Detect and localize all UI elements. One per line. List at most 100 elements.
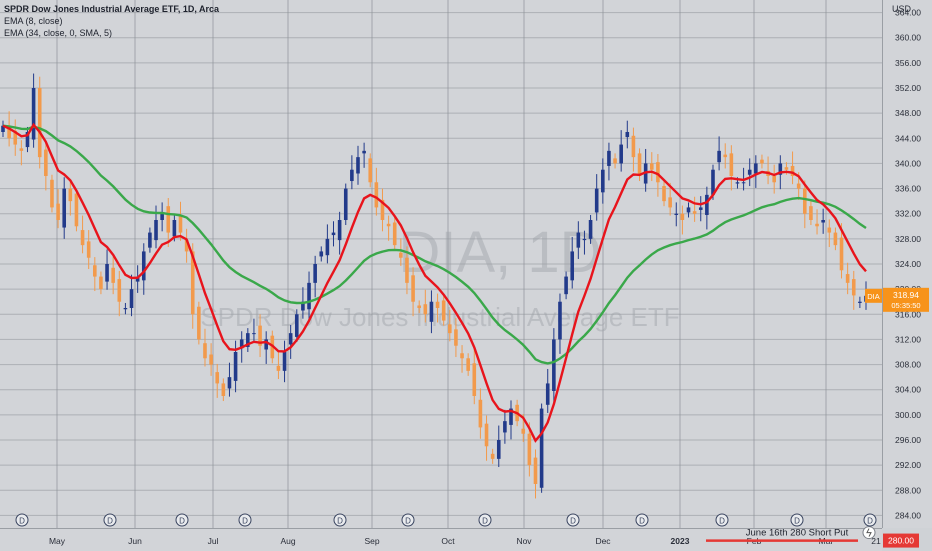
candle-body <box>221 383 226 396</box>
candle-body <box>331 232 336 236</box>
candle-body <box>264 339 268 350</box>
candle-body <box>698 207 703 210</box>
candle-body <box>233 352 238 381</box>
candle-body <box>851 279 856 296</box>
dividend-marker-label: D <box>337 517 343 526</box>
candle-body <box>178 216 183 233</box>
candle-body <box>86 241 91 258</box>
candle-body <box>148 232 152 248</box>
candle-body <box>93 265 97 277</box>
time-tick-label: Aug <box>280 536 295 546</box>
candle-body <box>839 237 844 271</box>
dividend-marker <box>238 513 252 527</box>
candle-body <box>31 88 36 140</box>
candle-body <box>539 408 544 488</box>
candle-body <box>815 223 819 227</box>
dividend-marker <box>635 513 649 527</box>
legend-ema-fast: EMA (8, close) <box>4 16 63 26</box>
candle-body <box>50 179 54 208</box>
candle-body <box>729 153 734 176</box>
candle-body <box>833 232 838 246</box>
price-tick-label: 284.00 <box>895 510 921 520</box>
price-tick-label: 292.00 <box>895 460 921 470</box>
candle-body <box>368 158 373 183</box>
candle-body <box>276 365 281 371</box>
price-tag-countdown: 05:35:50 <box>891 301 920 310</box>
candle-body <box>448 324 452 334</box>
dividend-marker-label: D <box>19 517 25 526</box>
candle-body <box>503 421 507 433</box>
candle-body <box>607 150 611 166</box>
candle-body <box>74 193 79 227</box>
candle-body <box>374 182 379 208</box>
candle-body <box>760 159 764 164</box>
dividend-marker <box>401 513 415 527</box>
candle-body <box>307 282 311 310</box>
candle-body <box>166 206 171 233</box>
candle-body <box>197 306 201 340</box>
candle-body <box>662 186 666 202</box>
candle-body <box>129 289 134 308</box>
candle-body <box>686 207 691 213</box>
candle-body <box>619 144 623 164</box>
candle-body <box>802 188 807 214</box>
alert-label: June 16th 280 Short Put <box>746 528 849 539</box>
candle-body <box>576 232 581 248</box>
candle-body <box>588 220 593 239</box>
candle-body <box>13 130 18 145</box>
candle-body <box>845 274 850 283</box>
candle-body <box>466 358 470 371</box>
candle-body <box>564 276 568 295</box>
price-axis[interactable] <box>882 0 932 528</box>
candle-body <box>386 223 391 227</box>
dividend-marker <box>103 513 117 527</box>
candle-body <box>649 163 654 170</box>
price-tick-label: 352.00 <box>895 83 921 93</box>
ema-fast-line <box>2 122 867 443</box>
candle-body <box>858 301 862 303</box>
dividend-marker <box>478 513 492 527</box>
price-tick-label: 312.00 <box>895 334 921 344</box>
candle-body <box>141 251 146 281</box>
candle-body <box>68 188 73 202</box>
price-tag-box <box>883 287 929 312</box>
candle-body <box>160 213 164 220</box>
candle-body <box>288 333 293 345</box>
candle-body <box>478 399 483 428</box>
candle-body <box>227 377 232 389</box>
dividend-marker-label: D <box>482 517 488 526</box>
candle-body <box>350 169 354 182</box>
time-axis[interactable] <box>0 528 882 551</box>
candle-body <box>558 301 562 340</box>
candle-body <box>441 300 446 321</box>
candle-body <box>527 433 532 466</box>
currency-label: USD <box>892 4 912 14</box>
alert-bolt-icon <box>866 528 872 537</box>
candle-body <box>209 354 213 365</box>
candle-body <box>123 308 128 310</box>
alert-price-label: 280.00 <box>888 536 914 546</box>
candle-body <box>668 197 672 208</box>
dividend-marker-label: D <box>107 517 113 526</box>
candle-body <box>631 135 636 158</box>
candle-body <box>215 372 220 384</box>
candle-body <box>117 279 122 302</box>
candle-body <box>484 423 489 447</box>
candle-body <box>380 199 385 220</box>
candle-body <box>362 150 366 154</box>
time-tick-label: Jun <box>128 536 142 546</box>
watermark-ticker: DIA, 1D <box>398 220 601 285</box>
candle-body <box>301 301 305 311</box>
candle-body <box>313 264 317 283</box>
candle-body <box>258 325 262 346</box>
price-tick-label: 324.00 <box>895 259 921 269</box>
candle-body <box>735 182 740 184</box>
dividend-marker-label: D <box>405 517 411 526</box>
candle-body <box>460 353 464 359</box>
candle-body <box>337 220 342 241</box>
candle-body <box>496 440 501 459</box>
candle-body <box>172 220 177 237</box>
candle-body <box>741 182 746 184</box>
dividend-marker <box>863 513 877 527</box>
